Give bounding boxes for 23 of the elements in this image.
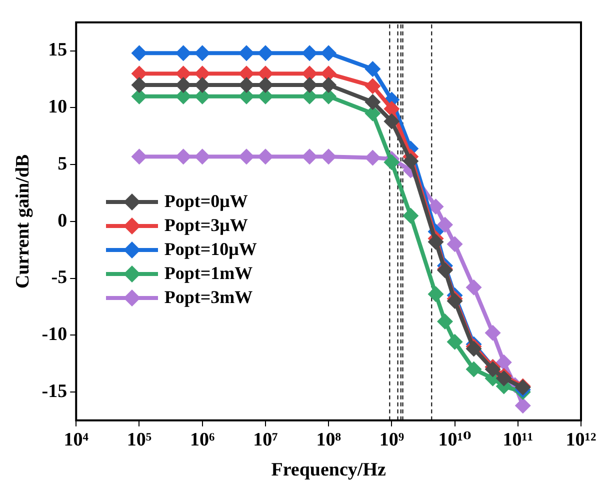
x-tick-label: 10⁷: [253, 430, 278, 451]
x-tick-label: 10⁹: [379, 430, 404, 451]
legend-label: Popt=1mW: [164, 263, 253, 284]
x-axis-title: Frequency/Hz: [271, 460, 386, 481]
x-tick-label: 10⁶: [190, 430, 215, 451]
y-tick-label: -10: [42, 324, 68, 346]
x-tick-label: 10⁴: [64, 430, 89, 451]
x-tick-label: 10⁸: [316, 430, 342, 451]
y-axis-title: Current gain/dB: [12, 154, 34, 289]
x-tick-label: 10¹⁰: [438, 430, 472, 451]
y-tick-label: 10: [48, 96, 68, 118]
legend-label: Popt=3μW: [164, 215, 248, 236]
x-tick-label: 10¹¹: [502, 430, 534, 451]
y-tick-label: -15: [42, 380, 68, 402]
x-tick-label: 10¹²: [566, 430, 596, 451]
legend-label: Popt=3mW: [164, 287, 253, 308]
y-tick-label: 15: [48, 40, 68, 61]
x-tick-label: 10⁵: [126, 430, 152, 451]
y-tick-label: 0: [58, 210, 68, 232]
legend-label: Popt=0μW: [164, 191, 248, 212]
y-tick-label: -5: [51, 267, 68, 288]
legend-label: Popt=10μW: [164, 239, 257, 260]
y-tick-label: 5: [58, 153, 68, 174]
